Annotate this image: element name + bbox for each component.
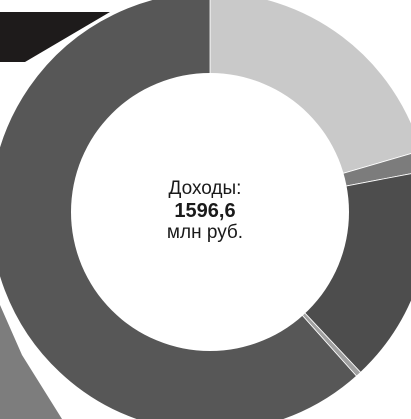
decorative-black-band [0, 12, 110, 62]
donut-slice-2 [209, 153, 411, 213]
center-unit: млн руб. [166, 222, 244, 243]
donut-hole [71, 73, 349, 351]
center-label: Доходы: 1596,6 млн руб. [105, 178, 305, 244]
center-title: Доходы: [168, 178, 242, 199]
decorative-grey-corner [0, 305, 62, 419]
center-total: 1596,6 [174, 200, 236, 222]
